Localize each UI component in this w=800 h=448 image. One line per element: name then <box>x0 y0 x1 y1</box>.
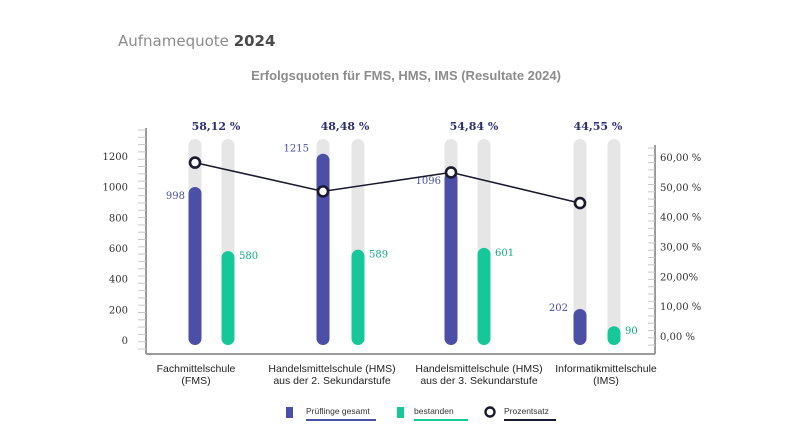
y-right-tick-label: 60,00 % <box>660 153 701 164</box>
bar-pruflinge-gesamt <box>444 171 458 345</box>
bar-bestanden <box>221 251 235 345</box>
chart-title: Erfolgsquoten für FMS, HMS, IMS (Resulta… <box>251 68 561 83</box>
category-label: (IMS) <box>593 375 619 387</box>
prozentsatz-point <box>573 196 587 210</box>
y-left-tick-label: 0 <box>122 336 128 347</box>
percentage-label: 44,55 % <box>574 120 623 133</box>
y-left-tick-label: 400 <box>109 275 128 286</box>
bar-label-pruflinge-gesamt: 998 <box>166 191 185 202</box>
legend-label-pruflinge-gesamt: Prüflinge gesamt <box>306 406 370 416</box>
category-label: aus der 3. Sekundarstufe <box>420 375 537 387</box>
category-label: Handelsmittelschule (HMS) <box>268 363 395 375</box>
percentage-label: 54,84 % <box>450 120 499 133</box>
category-label: Fachmittelschule <box>157 363 236 375</box>
category-label: (FMS) <box>181 375 210 387</box>
page-heading: Aufnamequote 2024 <box>118 32 275 50</box>
bar-label-pruflinge-gesamt: 202 <box>549 303 568 314</box>
prozentsatz-line <box>194 161 581 204</box>
y-right-tick-label: 40,00 % <box>660 213 701 224</box>
page-heading-prefix: Aufnamequote <box>118 32 229 50</box>
legend-label-bestanden: bestanden <box>414 406 454 416</box>
category-label: aus der 2. Sekundarstufe <box>273 375 390 387</box>
bar-track <box>607 139 621 345</box>
y-left-tick-label: 200 <box>109 305 128 316</box>
percentage-label: 58,12 % <box>192 120 241 133</box>
y-left-tick-label: 1200 <box>103 152 128 163</box>
prozentsatz-point <box>316 185 330 198</box>
bar-pruflinge-gesamt <box>573 309 587 345</box>
prozentsatz-point <box>444 166 458 179</box>
bar-label-bestanden: 90 <box>625 326 638 337</box>
bar-bestanden <box>477 247 491 345</box>
y-right-tick-label: 0,00 % <box>660 332 695 343</box>
legend-swatch-pruflinge-gesamt <box>286 407 293 418</box>
prozentsatz-point <box>188 156 202 169</box>
bar-pruflinge-gesamt <box>316 153 330 345</box>
y-right-tick-label: 50,00 % <box>660 183 701 194</box>
y-right-tick-label: 20,00% <box>660 272 698 283</box>
legend-label-prozentsatz: Prozentsatz <box>504 406 549 416</box>
page-heading-year: 2024 <box>233 32 276 50</box>
bar-bestanden <box>351 249 365 345</box>
y-right-tick-label: 10,00 % <box>660 302 701 313</box>
category-label: Handelsmittelschule (HMS) <box>415 363 542 375</box>
bar-label-bestanden: 589 <box>369 250 388 261</box>
y-left-tick-label: 1000 <box>103 183 128 194</box>
legend-marker-prozentsatz <box>484 406 496 418</box>
percentage-label: 48,48 % <box>321 120 370 133</box>
bar-label-bestanden: 580 <box>239 251 258 262</box>
y-right-tick-label: 30,00 % <box>660 243 701 254</box>
bar-label-bestanden: 601 <box>495 248 514 259</box>
legend-swatch-bestanden <box>397 407 404 418</box>
category-label: Informatikmittelschule <box>555 363 657 375</box>
y-left-tick-label: 600 <box>109 244 128 255</box>
bar-label-pruflinge-gesamt: 1096 <box>416 176 441 187</box>
bar-bestanden <box>607 326 621 345</box>
bar-pruflinge-gesamt <box>188 186 202 345</box>
y-left-tick-label: 800 <box>109 213 128 224</box>
bar-track <box>573 139 587 345</box>
bar-label-pruflinge-gesamt: 1215 <box>284 144 309 155</box>
